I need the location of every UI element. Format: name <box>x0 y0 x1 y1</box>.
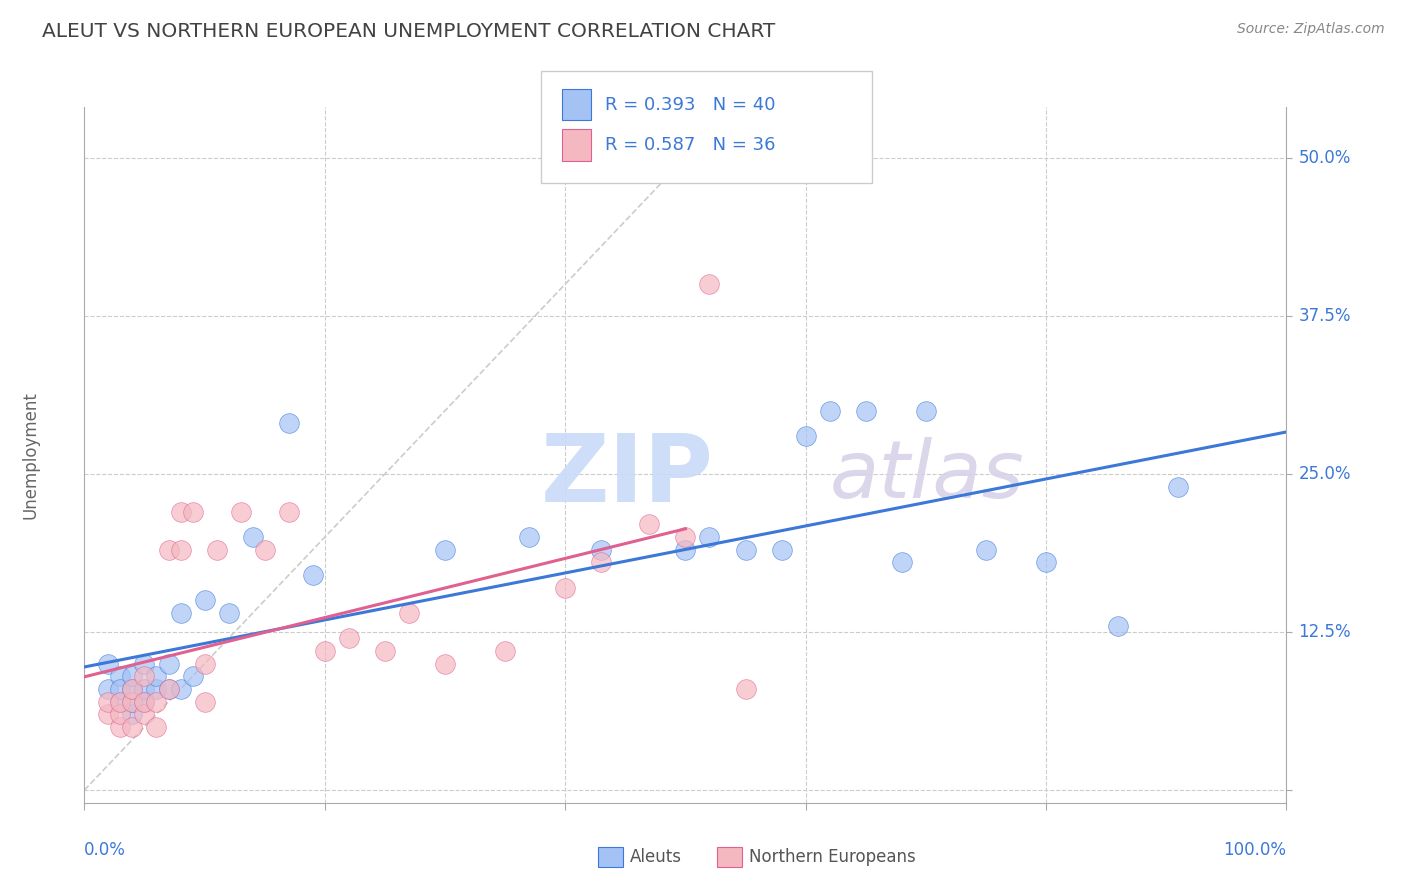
Point <box>110 695 132 709</box>
Point <box>169 505 191 519</box>
Point <box>699 277 721 292</box>
Point <box>169 606 191 620</box>
Point <box>157 657 180 671</box>
Point <box>134 707 156 722</box>
Point <box>121 681 143 696</box>
Point <box>1167 479 1189 493</box>
Point <box>242 530 264 544</box>
Point <box>591 556 613 570</box>
Point <box>434 657 457 671</box>
Text: Aleuts: Aleuts <box>630 848 682 866</box>
Point <box>1035 556 1057 570</box>
Point <box>890 556 912 570</box>
Point <box>110 695 132 709</box>
Text: atlas: atlas <box>830 437 1025 515</box>
Point <box>97 695 120 709</box>
Text: 100.0%: 100.0% <box>1223 841 1286 859</box>
Point <box>134 681 156 696</box>
Point <box>734 681 756 696</box>
Point <box>277 417 299 431</box>
Point <box>134 657 156 671</box>
Point <box>301 568 323 582</box>
Point <box>638 517 661 532</box>
Point <box>314 644 336 658</box>
Point <box>121 669 143 683</box>
Point <box>97 681 120 696</box>
Point <box>337 632 360 646</box>
Text: Northern Europeans: Northern Europeans <box>749 848 917 866</box>
Point <box>675 530 697 544</box>
Point <box>398 606 420 620</box>
Point <box>794 429 817 443</box>
Text: 25.0%: 25.0% <box>1299 465 1351 483</box>
Point <box>554 581 576 595</box>
Point <box>517 530 540 544</box>
Point <box>1107 618 1129 632</box>
Point <box>591 542 613 557</box>
Point <box>218 606 240 620</box>
Point <box>145 669 167 683</box>
Point <box>110 669 132 683</box>
Point <box>169 542 191 557</box>
Point <box>675 542 697 557</box>
Point <box>157 542 180 557</box>
Point <box>205 542 228 557</box>
Text: 37.5%: 37.5% <box>1299 307 1351 325</box>
Point <box>110 720 132 734</box>
Text: Unemployment: Unemployment <box>21 391 39 519</box>
Text: 50.0%: 50.0% <box>1299 149 1351 167</box>
Point <box>121 681 143 696</box>
Point <box>770 542 793 557</box>
Point <box>169 681 191 696</box>
Point <box>253 542 276 557</box>
Point <box>134 669 156 683</box>
Text: ZIP: ZIP <box>541 430 714 522</box>
Point <box>434 542 457 557</box>
Point <box>121 695 143 709</box>
Point <box>157 681 180 696</box>
Point <box>855 403 877 417</box>
Point <box>915 403 938 417</box>
Point <box>110 707 132 722</box>
Point <box>145 720 167 734</box>
Text: R = 0.587   N = 36: R = 0.587 N = 36 <box>605 136 775 154</box>
Text: Source: ZipAtlas.com: Source: ZipAtlas.com <box>1237 22 1385 37</box>
Point <box>97 657 120 671</box>
Point <box>974 542 997 557</box>
Point <box>145 695 167 709</box>
Point <box>97 707 120 722</box>
Point <box>699 530 721 544</box>
Point <box>734 542 756 557</box>
Point <box>181 505 204 519</box>
Point <box>194 695 217 709</box>
Point <box>134 695 156 709</box>
Point <box>194 657 217 671</box>
Point <box>157 681 180 696</box>
Point <box>110 681 132 696</box>
Text: 0.0%: 0.0% <box>84 841 127 859</box>
Text: ALEUT VS NORTHERN EUROPEAN UNEMPLOYMENT CORRELATION CHART: ALEUT VS NORTHERN EUROPEAN UNEMPLOYMENT … <box>42 22 776 41</box>
Point <box>374 644 396 658</box>
Point <box>121 720 143 734</box>
Text: R = 0.393   N = 40: R = 0.393 N = 40 <box>605 96 775 114</box>
Point <box>181 669 204 683</box>
Point <box>145 681 167 696</box>
Point <box>818 403 841 417</box>
Point <box>277 505 299 519</box>
Text: 12.5%: 12.5% <box>1299 623 1351 641</box>
Point <box>229 505 252 519</box>
Point <box>494 644 516 658</box>
Point <box>194 593 217 607</box>
Point <box>121 707 143 722</box>
Point <box>121 695 143 709</box>
Point <box>134 695 156 709</box>
